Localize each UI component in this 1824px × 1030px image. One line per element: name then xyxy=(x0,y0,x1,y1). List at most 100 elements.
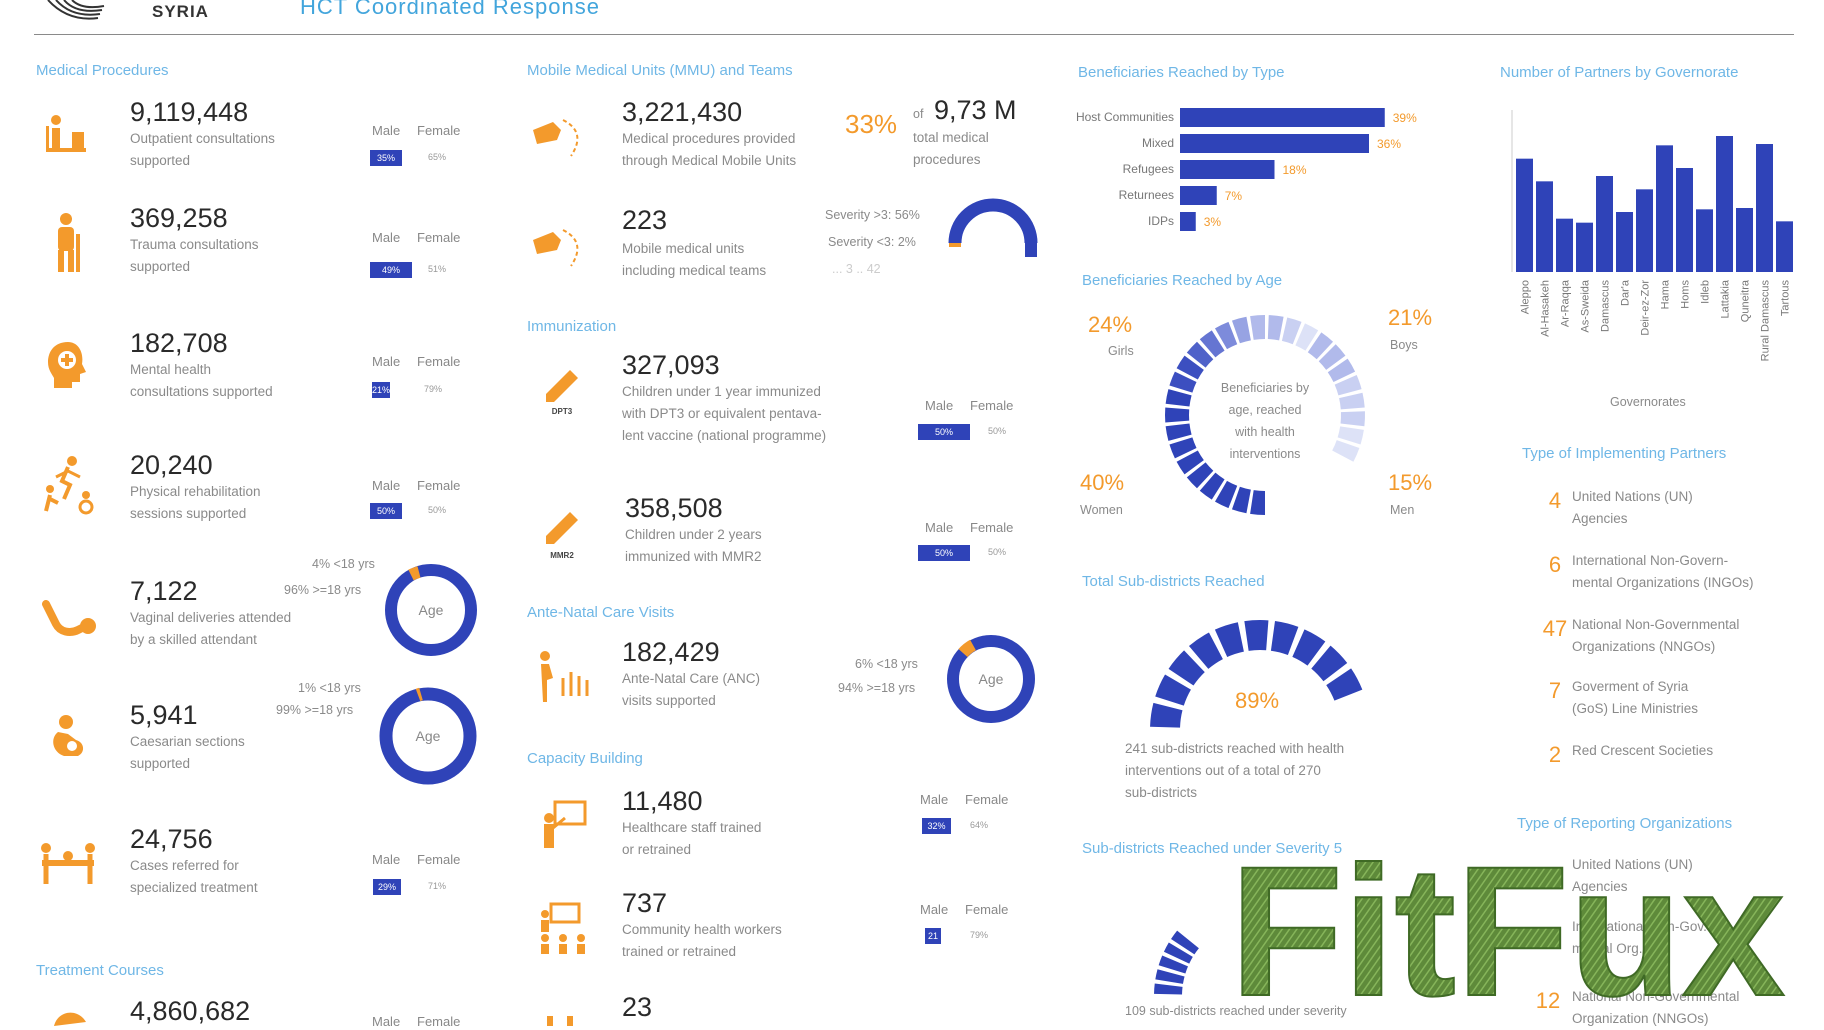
gov-bar xyxy=(1536,181,1553,272)
gov-bar xyxy=(1736,208,1753,272)
male-label: Male xyxy=(925,398,953,413)
subdistrict-gauge-segment xyxy=(1246,635,1267,636)
male-label: Male xyxy=(372,123,400,138)
referral-value: 24,756 xyxy=(130,824,213,855)
treatment-value: 4,860,682 xyxy=(130,996,250,1027)
male-bar: 35% xyxy=(370,150,402,166)
partial-icon xyxy=(545,1012,585,1026)
age-donut-segment xyxy=(1181,377,1186,389)
subdistrict-gauge-segment xyxy=(1221,637,1241,643)
section-title-anc: Ante-Natal Care Visits xyxy=(527,604,674,621)
age-donut-segment xyxy=(1196,470,1205,480)
female-label: Female xyxy=(965,902,1008,917)
subdistricts-pct: 89% xyxy=(1235,688,1279,714)
bar-value-label: 39% xyxy=(1393,111,1417,125)
gov-tick-label: Tartous xyxy=(1780,280,1792,317)
section-title-medical: Medical Procedures xyxy=(36,62,169,79)
male-bar: 21% xyxy=(372,382,390,398)
gov-tick-label: Damascus xyxy=(1600,280,1612,332)
male-bar: 29% xyxy=(373,879,401,895)
age-donut-segment xyxy=(1300,334,1312,340)
bar-category-label: Host Communities xyxy=(1076,110,1174,124)
gov-tick-label: Hama xyxy=(1660,279,1672,309)
gov-bar xyxy=(1596,176,1613,272)
girls-label: Girls xyxy=(1108,344,1134,358)
male-bar: 21 xyxy=(925,928,941,944)
bene-type-bar xyxy=(1180,134,1369,153)
female-pct: 79% xyxy=(970,930,988,940)
male-bar: 50% xyxy=(918,545,970,561)
age-donut-segment xyxy=(1221,491,1233,497)
age-donut-segment xyxy=(1178,425,1180,438)
female-label: Female xyxy=(417,852,460,867)
female-label: Female xyxy=(965,792,1008,807)
impl-partner-label: International Non-Govern-mental Organiza… xyxy=(1572,550,1754,594)
female-pct: 50% xyxy=(988,426,1006,436)
age-donut-segment xyxy=(1346,380,1350,392)
female-label: Female xyxy=(417,123,460,138)
chw-trained-value: 737 xyxy=(622,888,667,919)
subdistrict-gauge-segment xyxy=(1298,643,1316,653)
bar-category-label: Refugees xyxy=(1123,162,1174,176)
subdistrict-gauge-segment xyxy=(1339,677,1349,695)
outpatient-icon xyxy=(42,112,94,164)
logo-icon xyxy=(38,0,128,22)
female-label: Female xyxy=(970,398,1013,413)
gov-bar xyxy=(1776,221,1793,272)
age-donut-segment xyxy=(1208,482,1219,490)
sev-gauge-segment xyxy=(1168,985,1169,994)
gov-bar xyxy=(1516,159,1533,272)
female-label: Female xyxy=(417,478,460,493)
male-bar: 50% xyxy=(370,503,402,519)
gov-bar xyxy=(1716,136,1733,272)
treatment-icon xyxy=(50,1006,90,1026)
svg-text:MMR2: MMR2 xyxy=(550,551,574,560)
female-label: Female xyxy=(417,230,460,245)
gov-tick-label: Deir-ez-Zor xyxy=(1640,280,1652,336)
syringe-icon: MMR2 xyxy=(540,508,584,560)
bar-category-label: IDPs xyxy=(1148,214,1174,228)
bene-type-bar xyxy=(1180,186,1217,205)
age-donut-segment xyxy=(1338,365,1345,376)
male-bar: 32% xyxy=(922,818,951,834)
gov-bar xyxy=(1636,189,1653,272)
mental-health-icon xyxy=(42,338,96,392)
page-title: HCT Coordinated Response xyxy=(300,0,600,20)
gov-tick-label: Ar-Raqqa xyxy=(1560,279,1572,327)
bene-type-bar xyxy=(1180,160,1275,179)
under-18-label: 1% <18 yrs xyxy=(298,681,361,695)
male-label: Male xyxy=(372,1014,400,1029)
under-18-label: 4% <18 yrs xyxy=(312,557,375,571)
pregnant-woman-icon xyxy=(533,650,593,704)
svg-text:DPT3: DPT3 xyxy=(552,407,573,416)
female-pct: 50% xyxy=(428,505,446,515)
gov-bar xyxy=(1676,168,1693,272)
bene-type-bar xyxy=(1180,212,1196,231)
severity-high-label: Severity >3: 56% xyxy=(825,208,920,222)
bar-category-label: Returnees xyxy=(1119,188,1174,202)
girls-pct: 24% xyxy=(1088,312,1132,338)
syringe-icon: DPT3 xyxy=(540,366,584,416)
severity-mid-label: ... 3 .. 42 xyxy=(832,262,881,276)
mmu-procedures-value: 3,221,430 xyxy=(622,97,742,128)
watermark-logo: FitFux xyxy=(1230,835,1815,1015)
age-donut-segment xyxy=(1196,350,1205,360)
gov-bar xyxy=(1656,145,1673,272)
section-title-immunization: Immunization xyxy=(527,318,616,335)
svg-text:FitFux: FitFux xyxy=(1230,835,1785,1015)
male-label: Male xyxy=(372,852,400,867)
anc-desc: Ante-Natal Care (ANC)visits supported xyxy=(622,668,760,712)
impl-partner-count: 7 xyxy=(1535,678,1575,704)
female-pct: 71% xyxy=(428,881,446,891)
female-pct: 51% xyxy=(428,264,446,274)
female-label: Female xyxy=(417,1014,460,1029)
boys-label: Boys xyxy=(1390,338,1418,352)
delivery-value: 7,122 xyxy=(130,576,198,607)
gov-bar xyxy=(1616,212,1633,272)
age-donut-segment xyxy=(1236,498,1249,501)
gov-bar xyxy=(1576,223,1593,272)
